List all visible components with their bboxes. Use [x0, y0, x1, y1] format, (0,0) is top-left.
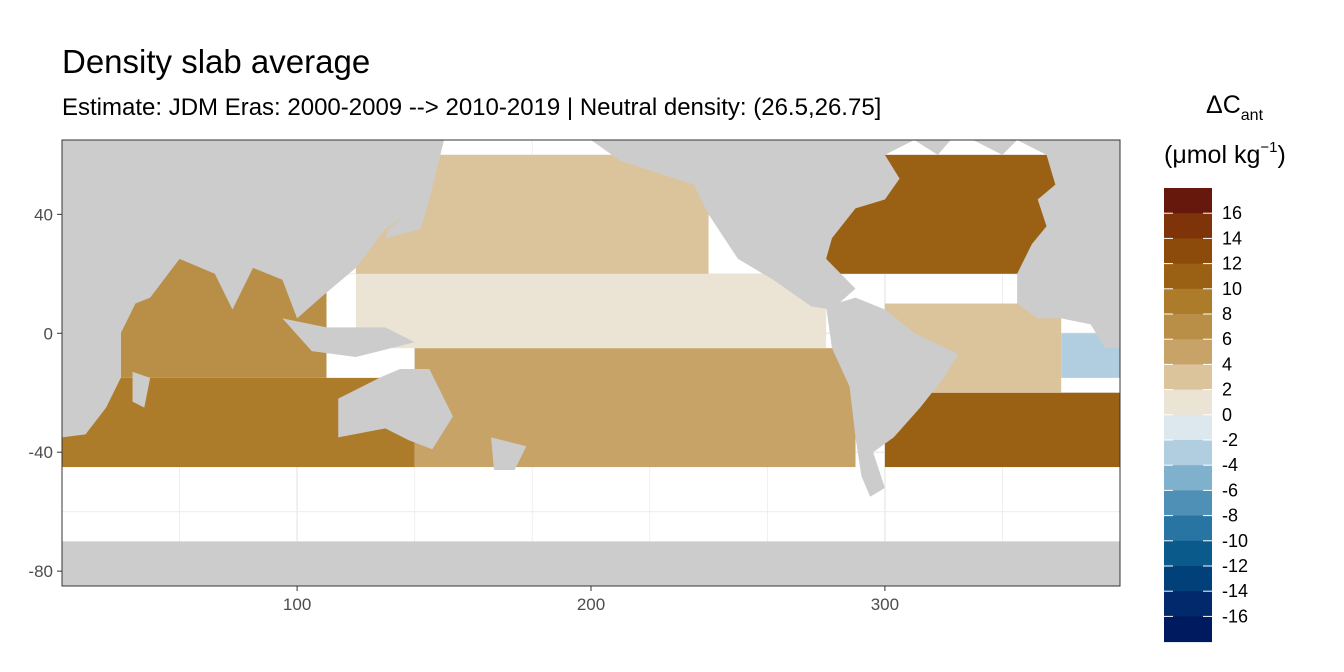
legend-unit: (μmol kg−1)	[1164, 139, 1286, 169]
land-africa-eurasia	[62, 140, 445, 438]
legend-swatch	[1164, 213, 1212, 239]
legend-swatch	[1164, 515, 1212, 542]
legend-swatch	[1164, 591, 1212, 617]
legend-tick-label: 4	[1222, 354, 1232, 374]
x-tick-label: 300	[871, 595, 899, 614]
land-mask	[62, 140, 1120, 586]
legend-swatch	[1164, 188, 1212, 214]
land-antarctica	[62, 541, 1120, 586]
region-cell	[355, 273, 827, 349]
land-greenland	[914, 140, 1018, 155]
legend-swatch	[1164, 339, 1212, 365]
y-tick-label: -80	[28, 562, 53, 581]
legend-tick-label: -2	[1222, 430, 1238, 450]
region-cell	[414, 348, 856, 468]
legend-swatch	[1164, 566, 1212, 592]
legend-tick-labels: 16 14 12 10 8 6 4 2 0 -2 -4 -6 -8 -10 -12 -14 -16	[1164, 203, 1248, 626]
legend: ΔCant (μmol kg−1) 16 14 12 10 8 6 4 2 0 -2 -4 -6 -8 -…	[1164, 91, 1286, 643]
land-north-america	[591, 140, 915, 310]
land-maritime-continent	[282, 318, 445, 358]
y-tick-label: 0	[44, 324, 53, 343]
legend-swatch	[1164, 238, 1212, 265]
legend-tick-label: -16	[1222, 606, 1248, 626]
legend-swatch	[1164, 414, 1212, 441]
legend-tick-label: -14	[1222, 581, 1248, 601]
y-tick-label: -40	[28, 443, 53, 462]
map-panel	[62, 140, 1120, 586]
legend-swatch	[1164, 314, 1212, 340]
region-cell	[884, 392, 1120, 468]
legend-tick-label: -4	[1222, 455, 1238, 475]
legend-tick-label: -12	[1222, 556, 1248, 576]
legend-swatch	[1164, 440, 1212, 466]
chart-subtitle: Estimate: JDM Eras: 2000-2009 --> 2010-2…	[62, 94, 882, 121]
legend-title-subscript: ant	[1241, 107, 1264, 124]
legend-tick-label: -10	[1222, 531, 1248, 551]
legend-tick-label: -6	[1222, 480, 1238, 500]
legend-swatch	[1164, 465, 1212, 491]
legend-tick-label: 12	[1222, 254, 1242, 274]
y-tick-label: 40	[34, 205, 53, 224]
legend-swatch	[1164, 540, 1212, 567]
legend-tick-label: 10	[1222, 279, 1242, 299]
land-europe-africa-east	[1017, 140, 1120, 349]
x-tick-label: 100	[283, 595, 311, 614]
legend-tick-label: -8	[1222, 506, 1238, 526]
legend-tick-label: 6	[1222, 329, 1232, 349]
legend-unit-superscript: −1	[1260, 139, 1277, 156]
land-madagascar	[132, 371, 151, 408]
land-new-zealand	[491, 437, 527, 471]
land-south-america	[826, 297, 959, 497]
legend-swatch	[1164, 616, 1212, 643]
land-japan	[385, 199, 430, 239]
legend-swatch	[1164, 364, 1212, 391]
legend-tick-label: 16	[1222, 203, 1242, 223]
legend-tick-label: 0	[1222, 405, 1232, 425]
legend-swatch	[1164, 490, 1212, 517]
legend-swatch	[1164, 389, 1212, 416]
legend-colorbar	[1164, 188, 1212, 643]
legend-title-main: ΔCant	[1206, 91, 1264, 124]
legend-tick-label: 14	[1222, 228, 1242, 248]
land-australia	[338, 368, 453, 450]
legend-tick-label: 8	[1222, 304, 1232, 324]
legend-swatch	[1164, 288, 1212, 315]
chart-title: Density slab average	[62, 43, 371, 80]
x-tick-label: 200	[577, 595, 605, 614]
legend-swatch	[1164, 263, 1212, 290]
legend-tick-label: 2	[1222, 380, 1232, 400]
